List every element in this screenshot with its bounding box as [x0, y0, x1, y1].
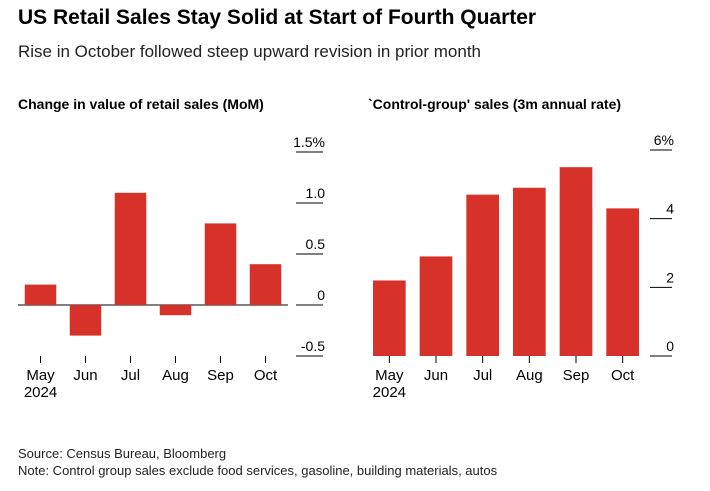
- footnote: Note: Control group sales exclude food s…: [18, 463, 498, 478]
- x-tick-label: Aug: [516, 367, 543, 384]
- bar-oct: [606, 208, 639, 356]
- x-tick-label: Jun: [73, 367, 97, 384]
- bar-sep: [559, 167, 593, 356]
- x-tick-label: May: [26, 367, 55, 384]
- x-year-label: 2024: [373, 384, 406, 401]
- x-tick-label: Jul: [473, 367, 492, 384]
- x-tick-label: May: [375, 367, 404, 384]
- y-tick-label: 0.5: [306, 236, 326, 252]
- bar-aug: [513, 187, 546, 356]
- x-tick-label: Jul: [121, 367, 140, 384]
- source-note: Source: Census Bureau, Bloomberg: [18, 446, 227, 461]
- bar-jun: [419, 256, 453, 356]
- x-tick-label: Oct: [254, 367, 278, 384]
- chart-subtitle: Rise in October followed steep upward re…: [18, 42, 482, 61]
- x-tick-label: Sep: [207, 367, 234, 384]
- y-tick-label: 0: [317, 287, 325, 303]
- y-tick-label: 1.0: [306, 185, 326, 201]
- bar-may: [373, 280, 406, 356]
- y-tick-label: 0: [666, 338, 674, 354]
- bar-jul: [114, 192, 147, 305]
- bar-sep: [204, 223, 237, 305]
- x-tick-label: Sep: [563, 367, 590, 384]
- y-tick-label: -0.5: [301, 338, 325, 354]
- bar-oct: [249, 264, 282, 305]
- y-tick-label: 1.5%: [293, 134, 325, 150]
- bar-aug: [159, 305, 192, 316]
- y-tick-label: 6%: [654, 132, 674, 148]
- bar-jul: [466, 194, 499, 356]
- panel-1-title: Change in value of retail sales (MoM): [18, 96, 264, 112]
- panel-2-title: `Control-group' sales (3m annual rate): [368, 96, 622, 112]
- x-tick-label: Aug: [162, 367, 189, 384]
- charts-canvas: -0.5 0 0.5 1.0 1.5% May Jun Jul Aug Sep Oct 2024 0 2 4…: [18, 132, 674, 401]
- x-tick-label: Jun: [424, 367, 448, 384]
- y-tick-label: 2: [666, 269, 674, 285]
- bar-may: [24, 284, 57, 305]
- x-tick-label: Oct: [611, 367, 635, 384]
- chart-title: US Retail Sales Stay Solid at Start of F…: [18, 6, 537, 29]
- bar-jun: [69, 305, 102, 336]
- y-tick-label: 4: [666, 201, 674, 217]
- x-year-label: 2024: [24, 384, 57, 401]
